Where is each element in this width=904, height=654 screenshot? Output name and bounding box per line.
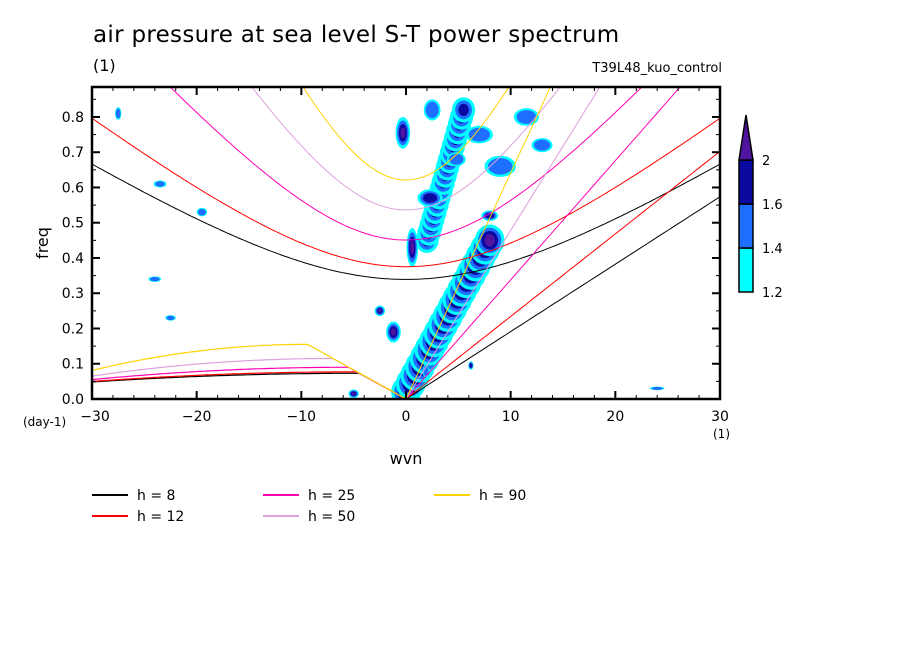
x-tick-label: −20: [182, 409, 212, 425]
inertia-gravity-curve: [251, 87, 561, 211]
x-tick-label: 0: [402, 409, 411, 425]
contour-region: [423, 193, 438, 203]
chart-title: air pressure at sea level S-T power spec…: [93, 22, 620, 48]
axis-ticks: [91, 87, 721, 400]
contour-region: [448, 153, 464, 165]
contour-region: [487, 158, 513, 175]
colorbar: 1.2 1.4 1.6 2: [738, 114, 783, 301]
colorbar-label: 1.6: [762, 198, 783, 213]
legend-label: h = 12: [137, 509, 184, 525]
colorbar-segment: [738, 159, 754, 205]
legend-label: h = 50: [308, 509, 355, 525]
y-tick-label: 0.5: [62, 216, 84, 232]
mixed-rossby-gravity-curve: [92, 372, 407, 399]
legend: h = 8 h = 12 h = 25 h = 50 h = 90: [92, 488, 526, 525]
y-tick-label: 0.6: [62, 180, 84, 196]
contour-region: [400, 127, 406, 139]
inertia-gravity-curve: [169, 87, 643, 241]
contour-region: [468, 127, 490, 142]
contour-region: [425, 101, 439, 119]
y-tick-label: 0.8: [62, 110, 84, 126]
dispersion-curves: [92, 87, 720, 399]
y-tick-label: 0.7: [62, 145, 84, 161]
y-tick-label: 0.0: [62, 392, 84, 408]
colorbar-extend-triangle: [738, 114, 754, 161]
kelvin-wave-curve: [405, 87, 551, 399]
x-axis-label: wvn: [390, 449, 423, 468]
axis-labels: freq (day-1) wvn (1) −30 −20 −10 0 10 20 30 0.0…: [23, 110, 730, 468]
inertia-gravity-curve: [92, 163, 720, 280]
colorbar-segment: [738, 203, 754, 249]
spectral-band-blob: [484, 234, 495, 247]
y-tick-label: 0.4: [62, 251, 84, 267]
contour-region: [166, 315, 175, 321]
legend-label: h = 90: [479, 488, 526, 504]
y-tick-label: 0.2: [62, 321, 84, 337]
inertia-gravity-curve: [92, 117, 720, 268]
contour-region: [533, 139, 551, 151]
contour-region: [651, 386, 663, 390]
contour-region: [378, 309, 382, 313]
contour-region: [197, 208, 206, 216]
legend-label: h = 8: [137, 488, 175, 504]
x-tick-label: −30: [80, 409, 110, 425]
colorbar-segment: [738, 247, 754, 293]
kelvin-wave-curve: [405, 196, 720, 399]
mixed-rossby-gravity-curve: [92, 366, 407, 399]
colorbar-label: 2: [762, 154, 770, 169]
x-axis-units: (1): [713, 427, 730, 441]
contour-region: [469, 363, 473, 368]
contour-region: [351, 392, 356, 396]
y-tick-label: 0.1: [62, 357, 84, 373]
contour-fills: [115, 97, 665, 399]
kelvin-wave-curve: [405, 87, 681, 399]
units-label: (1): [93, 56, 116, 75]
mixed-rossby-gravity-curve: [92, 343, 407, 399]
x-tick-label: 20: [606, 409, 624, 425]
contour-region: [155, 181, 165, 187]
legend-label: h = 25: [308, 488, 355, 504]
x-tick-label: −10: [287, 409, 317, 425]
x-tick-label: 10: [502, 409, 520, 425]
contour-region: [115, 108, 121, 119]
colorbar-label: 1.4: [762, 242, 783, 257]
contour-region: [516, 110, 537, 124]
contour-region: [410, 240, 415, 254]
y-tick-label: 0.3: [62, 286, 84, 302]
contour-region: [390, 328, 396, 336]
x-tick-label: 30: [711, 409, 729, 425]
y-axis-label: freq: [33, 227, 52, 259]
colorbar-label: 1.2: [762, 286, 783, 301]
kelvin-wave-curve: [405, 150, 720, 399]
mixed-rossby-gravity-curve: [92, 371, 407, 399]
kelvin-wave-curve: [405, 87, 601, 399]
spectral-band-blob: [458, 103, 469, 117]
contour-region: [149, 276, 160, 282]
experiment-label: T39L48_kuo_control: [592, 61, 722, 76]
y-axis-units: (day-1): [23, 415, 66, 429]
inertia-gravity-curve: [302, 87, 510, 181]
